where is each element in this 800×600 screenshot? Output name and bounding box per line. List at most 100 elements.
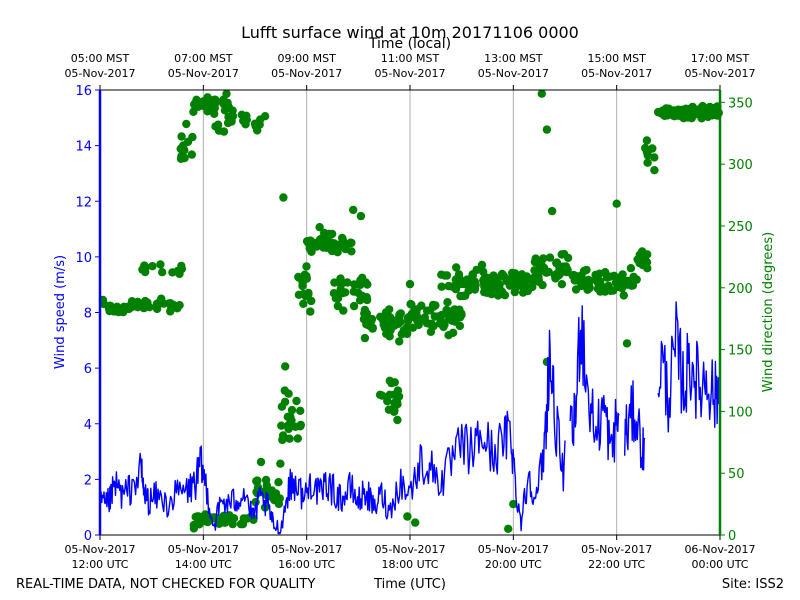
direction-point <box>582 265 591 275</box>
direction-point <box>256 457 266 467</box>
direction-point <box>188 132 197 142</box>
direction-point <box>176 144 185 153</box>
direction-point <box>305 237 314 247</box>
direction-point <box>557 280 567 289</box>
direction-point <box>508 268 517 278</box>
direction-point <box>537 258 546 268</box>
direction-point <box>459 291 468 301</box>
right-axis-label: Wind direction (degrees) <box>761 232 776 392</box>
quality-notice: REAL-TIME DATA, NOT CHECKED FOR QUALITY <box>16 577 315 592</box>
direction-point <box>385 390 394 399</box>
left-tick-label: 4 <box>84 418 92 433</box>
direction-point <box>354 288 363 298</box>
bottom-tick-time: 20:00 UTC <box>485 558 542 571</box>
direction-point <box>227 117 236 126</box>
direction-point <box>277 421 286 430</box>
direction-point <box>376 312 385 321</box>
bottom-tick-time: 16:00 UTC <box>278 558 335 571</box>
bottom-tick-time: 00:00 UTC <box>691 558 748 571</box>
direction-point <box>262 481 271 490</box>
direction-point <box>458 279 467 289</box>
direction-point <box>339 242 348 252</box>
direction-point <box>296 422 305 431</box>
direction-point <box>405 279 415 289</box>
direction-point <box>390 378 399 387</box>
direction-point <box>124 302 133 311</box>
direction-point <box>547 206 557 216</box>
direction-point <box>537 89 546 98</box>
direction-point <box>177 261 186 271</box>
direction-point <box>571 285 581 294</box>
direction-point <box>302 262 311 271</box>
direction-point <box>274 478 283 487</box>
top-tick-time: 09:00 MST <box>277 52 336 65</box>
left-tick-label: 14 <box>75 140 92 155</box>
direction-point <box>177 132 186 141</box>
direction-point <box>444 281 453 291</box>
bottom-tick-date: 06-Nov-2017 <box>684 543 755 556</box>
right-tick-label: 50 <box>728 467 745 482</box>
direction-point <box>220 517 229 526</box>
direction-point <box>287 405 297 415</box>
direction-point <box>206 102 216 111</box>
direction-point <box>280 386 289 395</box>
top-axis-label: Time (local) <box>368 36 451 52</box>
direction-point <box>500 291 510 300</box>
direction-point <box>157 299 166 308</box>
direction-point <box>411 518 420 527</box>
bottom-tick-date: 05-Nov-2017 <box>64 543 135 556</box>
direction-point <box>393 415 402 425</box>
direction-point <box>643 158 652 167</box>
direction-point <box>498 269 507 279</box>
direction-point <box>330 278 339 287</box>
direction-point <box>422 306 432 315</box>
top-tick-time: 13:00 MST <box>484 52 543 65</box>
direction-point <box>228 519 237 529</box>
left-tick-label: 2 <box>84 473 92 488</box>
direction-point <box>477 260 487 270</box>
axes-layer: 0 2 4 6 8 10 12 14 16 0 50 100 150 200 250 300 350 05-Nov… <box>64 52 755 571</box>
direction-point <box>267 492 276 502</box>
direction-point <box>399 326 408 335</box>
wind-direction-series <box>98 89 723 533</box>
direction-point <box>443 298 452 307</box>
direction-point <box>487 285 496 294</box>
direction-point <box>534 273 543 283</box>
top-tick-time: 17:00 MST <box>691 52 750 65</box>
direction-point <box>650 153 659 162</box>
direction-point <box>455 305 464 314</box>
direction-point <box>133 297 142 307</box>
direction-point <box>219 127 229 136</box>
direction-point <box>306 307 315 316</box>
right-tick-label: 300 <box>728 158 753 173</box>
top-tick-date: 05-Nov-2017 <box>168 67 239 80</box>
direction-point <box>280 397 290 407</box>
direction-point <box>349 205 358 215</box>
direction-point <box>600 287 610 296</box>
direction-point <box>148 262 157 271</box>
direction-point <box>294 272 303 282</box>
direction-point <box>464 286 473 295</box>
direction-point <box>574 272 583 282</box>
direction-point <box>315 223 324 232</box>
direction-point <box>451 317 460 326</box>
direction-point <box>530 266 539 275</box>
direction-point <box>707 106 716 115</box>
direction-point <box>613 274 623 283</box>
direction-point <box>504 524 513 533</box>
direction-point <box>638 260 647 270</box>
direction-point <box>220 100 229 110</box>
direction-point <box>669 106 678 116</box>
direction-point <box>338 288 347 298</box>
direction-point <box>296 406 305 415</box>
direction-point <box>442 271 452 280</box>
direction-point <box>542 125 552 134</box>
left-tick-label: 8 <box>84 307 92 322</box>
direction-point <box>395 337 404 346</box>
direction-point <box>195 100 204 110</box>
direction-point <box>275 494 284 503</box>
direction-point <box>356 211 366 221</box>
direction-point <box>563 253 573 263</box>
direction-point <box>276 459 285 468</box>
